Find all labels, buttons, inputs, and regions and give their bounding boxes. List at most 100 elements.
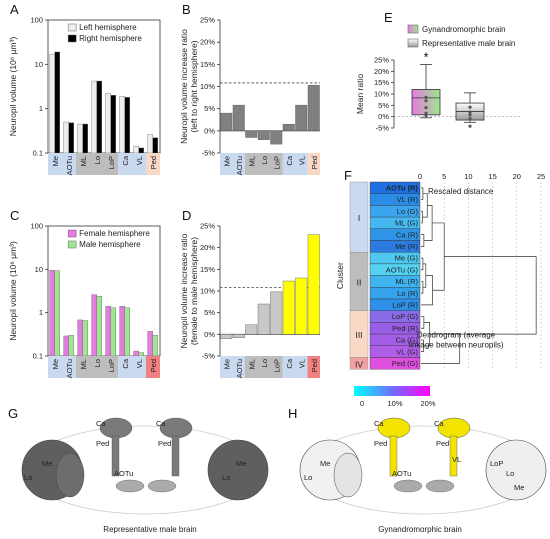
F-leaf-label: Ped (R) — [392, 324, 418, 333]
C-cat-band — [90, 356, 104, 378]
D-bar — [282, 280, 295, 335]
H-caption: Gynandromorphic brain — [378, 525, 462, 534]
A-ytick-label: 0.1 — [33, 149, 43, 158]
D-cat-label: Me — [222, 359, 231, 369]
panel-letter-F: F — [344, 168, 352, 183]
B-ytick-label: 20% — [200, 38, 215, 47]
panel-letter-E: E — [384, 10, 393, 25]
B-ytick-label: -5% — [202, 149, 216, 158]
F-xtick-label: 0 — [418, 172, 422, 181]
F-leaf-label: LoP (G) — [392, 312, 419, 321]
A-cat-label: VL — [135, 156, 144, 165]
C-bar-male-hemisphere — [110, 307, 116, 357]
A-bar-left-hemisphere — [119, 96, 125, 154]
D-ytick-label: 15% — [200, 265, 215, 274]
A-bar-right-hemisphere — [54, 51, 60, 154]
D-bar — [245, 324, 258, 335]
A-bar-left-hemisphere — [91, 80, 97, 154]
F-cluster-label: IV — [355, 359, 363, 369]
F-cluster-label: I — [358, 213, 360, 223]
A-cat-label: Ca — [121, 155, 130, 165]
B-ylabel: Neuropil volume increase ratio — [179, 29, 189, 144]
H-brain-label: LoP — [490, 459, 503, 468]
B-ytick-label: 15% — [200, 60, 215, 69]
C-ytick-label: 10 — [35, 265, 43, 274]
C-legend-swatch — [67, 229, 77, 238]
C-cat-band — [146, 356, 160, 378]
C-cat-band — [132, 356, 146, 378]
F-leaf-label: AOTu (R) — [386, 184, 419, 193]
F-xtick-label: 5 — [442, 172, 446, 181]
D-cat-band — [307, 356, 320, 378]
B-ytick-label: 10% — [200, 82, 215, 91]
C-cat-band — [76, 356, 90, 378]
A-bar-left-hemisphere — [105, 93, 111, 154]
C-bar-male-hemisphere — [152, 335, 158, 357]
E-point — [424, 111, 428, 115]
F-colorbar-label: 10% — [387, 399, 402, 408]
E-point — [424, 113, 428, 118]
C-cat-band — [104, 356, 118, 378]
F-colorbar-label: 20% — [420, 399, 435, 408]
C-ytick-label: 0.1 — [33, 352, 43, 361]
D-cat-label: LoP — [272, 359, 281, 372]
E-ytick-label: 5% — [378, 101, 389, 110]
F-colorbar-label: 0 — [360, 399, 364, 408]
B-ylabel: (left to right hemisphere) — [189, 40, 199, 132]
B-ytick-label: 25% — [200, 16, 215, 25]
F-leaf-label: Me (R) — [395, 242, 418, 251]
H-brain-label: VL — [452, 455, 461, 464]
panel-letter-C: C — [10, 208, 19, 223]
brain-gyn-optic-lobe-right — [485, 439, 547, 501]
D-cat-label: Ped — [310, 359, 319, 372]
D-bar — [307, 234, 320, 335]
D-cat-label: VL — [297, 359, 306, 368]
panel-letter-H: H — [288, 406, 297, 421]
C-bar-male-hemisphere — [54, 270, 60, 357]
brain-male — [21, 417, 269, 515]
B-cat-band — [307, 153, 320, 175]
C-cat-label: Ped — [149, 359, 158, 372]
B-cat-label: Ca — [285, 155, 294, 165]
D-ytick-label: 20% — [200, 243, 215, 252]
A-ylabel: Neuropil volume (10⁶ μm³) — [8, 37, 18, 137]
H-brain-label: Ped — [436, 439, 449, 448]
F-leaf-label: Ca (R) — [396, 230, 419, 239]
F-xtick-label: 15 — [488, 172, 496, 181]
A-bar-right-hemisphere — [124, 97, 130, 154]
F-leaf-cell — [369, 357, 421, 370]
F-leaf-label: ML (R) — [395, 277, 418, 286]
B-cat-label: Lo — [260, 156, 269, 164]
G-brain-label: AOTu — [114, 469, 133, 478]
F-xtick-label: 25 — [537, 172, 545, 181]
C-ylabel: Neuropil volume (10⁶ μm³) — [8, 241, 18, 341]
F-cluster-band — [349, 357, 369, 370]
E-legend-label: Gynandromorphic brain — [422, 25, 506, 34]
G-brain-label: Ped — [158, 439, 171, 448]
C-bar-female-hemisphere — [119, 306, 125, 357]
F-leaf-label: Lo (R) — [397, 289, 418, 298]
D-cat-band — [232, 356, 245, 378]
A-bar-right-hemisphere — [152, 137, 158, 154]
C-bar-female-hemisphere — [63, 335, 69, 357]
F-link — [421, 333, 461, 364]
G-brain-label: Me — [236, 459, 246, 468]
D-cat-label: AOTu — [235, 359, 244, 378]
A-bar-right-hemisphere — [68, 122, 74, 154]
F-leaf-label: VL (R) — [397, 195, 419, 204]
A-cat-label: ML — [79, 156, 88, 166]
A-cat-label: Me — [51, 156, 60, 166]
B-cat-band — [220, 153, 233, 175]
F-link — [421, 281, 424, 294]
D-cat-band — [257, 356, 270, 378]
A-bar-left-hemisphere — [147, 134, 153, 154]
F-ylabel: Cluster — [335, 262, 345, 289]
panel-letter-B: B — [182, 2, 191, 17]
C-bar-female-hemisphere — [147, 331, 153, 357]
D-cat-band — [282, 356, 295, 378]
brain-male-lobula-left — [55, 452, 85, 498]
F-leaf-label: Me (G) — [395, 254, 419, 263]
C-bar-female-hemisphere — [91, 294, 97, 357]
G-brain-label: Ca — [156, 419, 166, 428]
